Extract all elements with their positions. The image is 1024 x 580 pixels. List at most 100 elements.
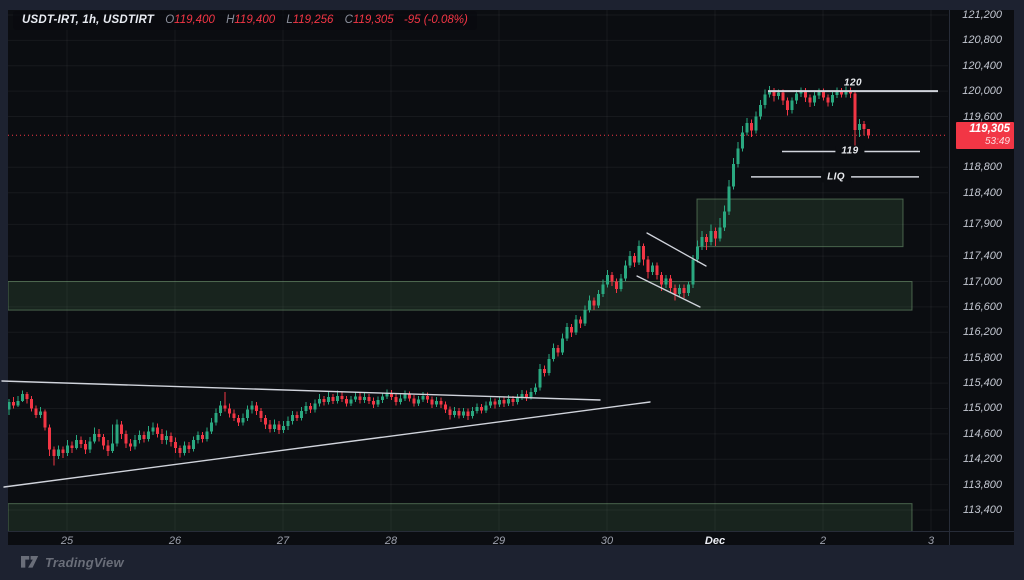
candle-body <box>273 424 276 429</box>
last-price-tag[interactable]: 119,305 53:49 <box>956 121 1014 149</box>
zone-rectangles[interactable] <box>8 198 913 542</box>
candle-body <box>736 148 740 165</box>
close-value: 119,305 <box>352 14 394 26</box>
candle-body <box>556 348 560 353</box>
candle-body <box>358 396 362 401</box>
candle-body <box>232 413 236 418</box>
candle-body <box>340 395 344 399</box>
candle-body <box>732 164 735 187</box>
price-axis-label: 118,400 <box>963 186 1002 199</box>
candle-body <box>619 278 623 290</box>
candle-body <box>466 411 470 417</box>
candle-body <box>246 409 249 418</box>
candle-body <box>372 400 375 405</box>
candle-body <box>534 387 537 392</box>
price-axis[interactable]: 121,200 120,800 120,400 120,000 119,600 118,8… <box>950 9 1014 531</box>
candle-body <box>574 319 578 333</box>
candle-body <box>178 447 182 453</box>
level-label-liq[interactable]: LIQ <box>821 171 851 183</box>
candle-body <box>79 440 83 444</box>
price-axis-label: 113,400 <box>963 504 1002 516</box>
candle-body <box>97 433 101 438</box>
time-axis-label: 29 <box>492 535 506 547</box>
price-axis-label: 114,600 <box>963 427 1002 440</box>
candle-body <box>367 397 371 401</box>
time-axis-label: 30 <box>600 535 614 547</box>
candle-body <box>61 449 65 453</box>
candle-body <box>399 398 402 403</box>
candle-body <box>808 97 812 103</box>
candle-body <box>502 400 506 404</box>
candle-body <box>471 411 474 417</box>
wedge-upper-trendline[interactable] <box>1 380 601 401</box>
candle-body <box>435 400 438 405</box>
candle-body <box>331 397 335 401</box>
candle-body <box>687 284 690 293</box>
candle-body <box>858 124 861 130</box>
candle-body <box>552 348 555 359</box>
high-value: 119,400 <box>234 14 276 26</box>
candle-body <box>453 411 456 415</box>
wedge-lower-trendline[interactable] <box>3 401 651 488</box>
candle-body <box>840 91 843 95</box>
price-axis-label: 116,600 <box>963 300 1002 313</box>
level-label-120[interactable]: 120 <box>844 77 862 89</box>
candle-body <box>511 398 515 403</box>
candle-body <box>169 435 173 443</box>
candle-body <box>286 421 290 427</box>
price-axis-label: 115,000 <box>963 402 1002 415</box>
candle-body <box>124 433 128 444</box>
candle-body <box>781 92 785 101</box>
ohlc-legend[interactable]: USDT-IRT, 1h, USDTIRT O119,400 H119,400 … <box>13 11 477 30</box>
candle-body <box>403 394 407 399</box>
candle-body <box>525 393 528 398</box>
candle-body <box>705 237 708 243</box>
candle-body <box>759 105 762 117</box>
candle-body <box>93 433 96 442</box>
candle-body <box>723 211 726 228</box>
candle-body <box>345 398 348 404</box>
bar-countdown: 53:49 <box>984 135 1010 147</box>
price-axis-label: 118,800 <box>963 161 1002 174</box>
candle-body <box>282 426 285 431</box>
candle-body <box>129 443 132 447</box>
flag-channel-upper[interactable] <box>646 232 707 267</box>
low-label: L <box>286 14 293 26</box>
tradingview-logo[interactable]: TradingView <box>20 554 124 570</box>
candle-body <box>498 400 501 405</box>
demand-zone-lower <box>8 503 913 531</box>
candle-body <box>637 246 641 263</box>
price-axis-label: 117,900 <box>963 218 1002 231</box>
candle-body <box>741 132 744 149</box>
candle-body <box>187 445 191 450</box>
time-axis[interactable]: 25 26 27 28 29 30 Dec 2 3 <box>0 534 1014 548</box>
symbol-title[interactable]: USDT-IRT, 1h, USDTIRT <box>22 14 154 26</box>
candle-body <box>106 445 110 451</box>
open-label: O <box>165 14 175 26</box>
candle-body <box>39 411 42 415</box>
candle-body <box>264 417 267 425</box>
candle-body <box>138 435 141 441</box>
last-price-value: 119,305 <box>969 122 1010 135</box>
level-label-119[interactable]: 119 <box>835 145 865 157</box>
price-axis-label: 120,000 <box>962 85 1002 98</box>
tradingview-logo-text: TradingView <box>45 554 124 570</box>
candle-body <box>691 259 695 285</box>
candle-body <box>804 91 807 98</box>
candle-body <box>115 424 119 444</box>
candle-body <box>16 400 20 406</box>
candle-body <box>862 124 866 130</box>
candle-body <box>412 398 416 404</box>
candle-body <box>543 369 546 373</box>
candle-body <box>867 129 870 136</box>
price-axis-label: 115,400 <box>963 377 1002 390</box>
price-axis-label: 121,200 <box>962 9 1002 21</box>
candle-body <box>727 186 731 212</box>
candle-body <box>709 230 713 243</box>
candle-body <box>385 393 389 397</box>
time-axis-label: 2 <box>819 535 827 547</box>
candle-body <box>817 91 821 96</box>
candle-body <box>768 91 771 95</box>
flag-channel-lower[interactable] <box>636 275 701 308</box>
